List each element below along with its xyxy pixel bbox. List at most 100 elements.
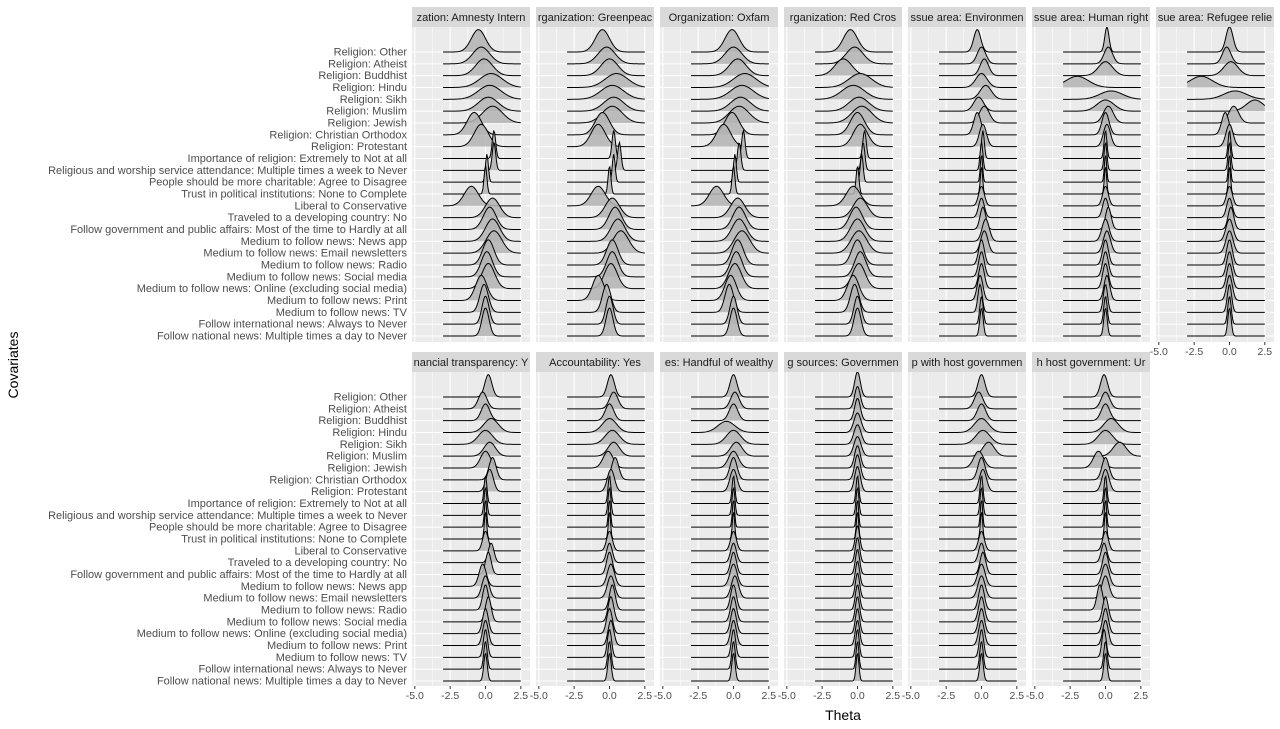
ridge-line bbox=[815, 84, 893, 100]
ridge-line bbox=[691, 218, 769, 242]
x-tick-label: -2.5 bbox=[813, 690, 831, 702]
ridge-line bbox=[443, 185, 521, 207]
ridge-fill bbox=[1063, 230, 1141, 254]
ridge-line bbox=[1187, 90, 1265, 100]
ridge-line bbox=[567, 441, 645, 457]
ridge-fill bbox=[1063, 418, 1141, 433]
ridge-line bbox=[939, 29, 1017, 53]
ridge-fill bbox=[939, 531, 1017, 551]
ridge-fill bbox=[1187, 76, 1265, 88]
ridge-line bbox=[691, 262, 769, 290]
ridge-line bbox=[567, 123, 645, 148]
ridge-line bbox=[815, 239, 893, 266]
ridge-fill bbox=[443, 575, 521, 599]
ridge-line bbox=[939, 542, 1017, 564]
ridge-line bbox=[443, 206, 521, 230]
ridge-line bbox=[815, 123, 893, 148]
ridge-line bbox=[939, 374, 1017, 398]
ridge-fill bbox=[567, 374, 645, 397]
facet-strip-label: rganization: Red Cros bbox=[790, 12, 897, 24]
ridge-fill bbox=[691, 230, 769, 254]
ridge-line bbox=[815, 46, 893, 65]
ridge-fill bbox=[815, 207, 893, 230]
ridge-line bbox=[1063, 185, 1141, 207]
y-tick-label: Medium to follow news: Radio bbox=[261, 605, 407, 617]
y-tick-label: People should be more charitable: Agree … bbox=[149, 522, 407, 534]
ridge-fill bbox=[443, 106, 521, 123]
y-tick-label: Importance of religion: Extremely to Not… bbox=[188, 153, 407, 165]
facet-panel: rganization: Red Cros bbox=[784, 7, 902, 342]
ridge-line bbox=[815, 572, 893, 599]
ridge-fill bbox=[939, 469, 1017, 492]
ridge-line bbox=[939, 185, 1017, 207]
facet-strip bbox=[536, 7, 654, 27]
ridge-line bbox=[1063, 608, 1141, 635]
facet-strip-label: p with host governmen bbox=[912, 357, 1023, 369]
y-tick-label: Religion: Christian Orthodox bbox=[269, 129, 407, 141]
ridge-fill bbox=[691, 469, 769, 492]
ridge-line bbox=[691, 111, 769, 136]
facet-panel: es: Handful of wealthy bbox=[660, 352, 778, 686]
ridge-line bbox=[691, 295, 769, 325]
ridge-fill bbox=[567, 85, 645, 100]
ridge-line bbox=[1063, 619, 1141, 646]
ridge-line bbox=[815, 154, 893, 183]
ridge-line bbox=[939, 512, 1017, 540]
ridge-line bbox=[567, 197, 645, 219]
ridge-fill bbox=[567, 552, 645, 575]
ridge-fill bbox=[1063, 584, 1141, 610]
ridge-line bbox=[939, 468, 1017, 493]
ridge-fill bbox=[443, 85, 521, 100]
ridge-line bbox=[1063, 27, 1141, 53]
ridge-line bbox=[1063, 530, 1141, 552]
ridge-fill bbox=[443, 308, 521, 336]
x-tick-label: -2.5 bbox=[565, 690, 583, 702]
ridge-line bbox=[939, 608, 1017, 635]
x-tick-label: -5.0 bbox=[1150, 346, 1168, 358]
ridge-fill bbox=[443, 284, 521, 313]
ridge-line bbox=[691, 420, 769, 433]
y-tick-label: Religion: Sikh bbox=[340, 439, 407, 451]
x-tick-label: 0.0 bbox=[1098, 690, 1113, 702]
ridge-line bbox=[1063, 373, 1141, 398]
ridge-fill bbox=[1063, 374, 1141, 397]
ridge-line bbox=[939, 167, 1017, 195]
y-tick-label: Medium to follow news: Print bbox=[267, 640, 407, 652]
ridge-line bbox=[1063, 456, 1141, 481]
x-tick-label: -2.5 bbox=[689, 690, 707, 702]
ridge-line bbox=[815, 474, 893, 504]
ridge-line bbox=[567, 130, 645, 159]
ridge-line bbox=[567, 595, 645, 623]
ridge-fill bbox=[815, 284, 893, 313]
ridge-line bbox=[691, 58, 769, 77]
ridge-fill bbox=[815, 239, 893, 265]
panel-background bbox=[412, 372, 530, 686]
ridge-line bbox=[815, 111, 893, 136]
y-tick-label: Trust in political institutions: None to… bbox=[181, 534, 407, 546]
ridge-line bbox=[443, 154, 521, 183]
y-tick-label: Religion: Buddhist bbox=[318, 70, 407, 82]
ridge-line bbox=[567, 575, 645, 599]
ridge-fill bbox=[443, 451, 521, 468]
ridge-fill bbox=[691, 564, 769, 587]
y-tick-label: Liberal to Conservative bbox=[294, 200, 407, 212]
ridge-fill bbox=[443, 73, 521, 88]
ridge-line bbox=[443, 29, 521, 53]
ridge-line bbox=[691, 628, 769, 658]
ridge-fill bbox=[815, 124, 893, 147]
ridge-fill bbox=[939, 620, 1017, 646]
ridge-fill bbox=[1063, 552, 1141, 575]
ridge-line bbox=[1063, 575, 1141, 599]
ridge-line bbox=[815, 412, 893, 433]
ridge-fill bbox=[815, 73, 893, 88]
facet-strip bbox=[908, 7, 1026, 27]
ridge-line bbox=[1063, 295, 1141, 325]
y-tick-label: People should be more charitable: Agree … bbox=[149, 177, 407, 189]
ridge-line bbox=[567, 206, 645, 230]
ridge-fill bbox=[567, 97, 645, 112]
y-tick-label: Medium to follow news: Email newsletters bbox=[203, 593, 407, 605]
ridge-fill bbox=[443, 608, 521, 634]
ridge-line bbox=[567, 429, 645, 445]
x-tick-label: 2.5 bbox=[638, 690, 653, 702]
ridge-fill bbox=[1063, 61, 1141, 76]
